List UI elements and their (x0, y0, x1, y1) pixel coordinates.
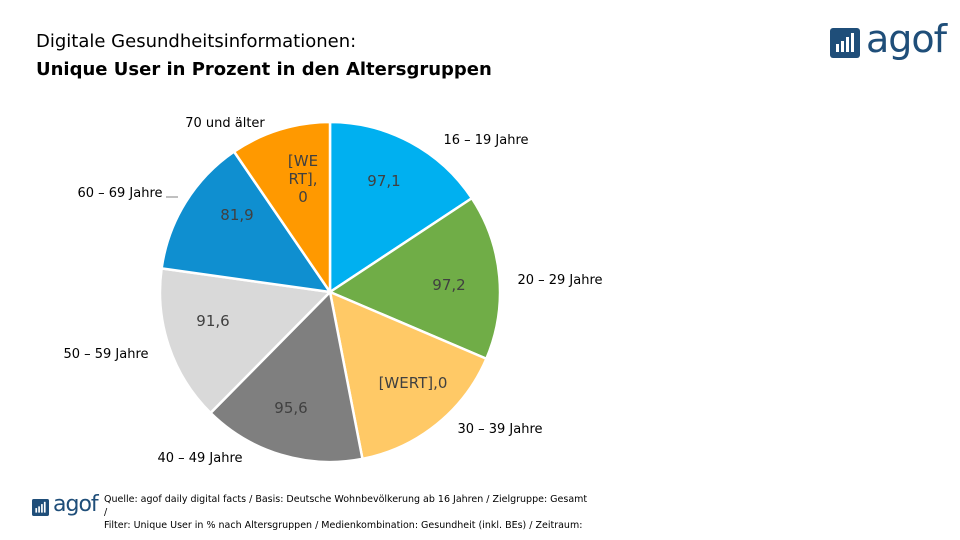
footnote-line2: / (104, 507, 108, 518)
pie-slice-60-69-jahre (160, 149, 333, 294)
data-label-40-49-jahre: 95,6 (274, 399, 307, 417)
category-label-20-29-jahre: 20 – 29 Jahre (517, 273, 602, 288)
data-label-50-59-jahre: 91,6 (196, 312, 229, 330)
agof-logo-small: agof (32, 492, 102, 520)
category-label-30-39-jahre: 30 – 39 Jahre (457, 422, 542, 437)
agof-logo: agof (830, 17, 950, 64)
chart-title-block: Digitale Gesundheitsinformationen: Uniqu… (36, 28, 492, 84)
agof-logo-small-bars-icon (32, 499, 49, 516)
source-footnote: Quelle: agof daily digital facts / Basis… (104, 493, 624, 532)
data-label-70-und-lter: [WE RT], 0 (288, 152, 318, 206)
pie-slice-50-59-jahre (158, 266, 333, 415)
chart-title-line2: Unique User in Prozent in den Altersgrup… (36, 59, 492, 80)
category-label-40-49-jahre: 40 – 49 Jahre (157, 451, 242, 466)
agof-logo-small-text: agof (53, 492, 99, 517)
data-label-30-39-jahre: [WERT],0 (379, 374, 448, 392)
data-label-20-29-jahre: 97,2 (432, 276, 465, 294)
pie-slice-16-19-jahre (328, 120, 474, 295)
data-label-16-19-jahre: 97,1 (367, 172, 400, 190)
category-label-16-19-jahre: 16 – 19 Jahre (443, 133, 528, 148)
category-label-70-und-lter: 70 und älter (185, 116, 265, 131)
pie-slice-20-29-jahre (327, 196, 502, 361)
category-label-50-59-jahre: 50 – 59 Jahre (63, 347, 148, 362)
footnote-line1: Quelle: agof daily digital facts / Basis… (104, 494, 588, 505)
category-label-60-69-jahre: 60 – 69 Jahre (77, 186, 162, 201)
chart-title-line1: Digitale Gesundheitsinformationen: (36, 31, 357, 52)
data-label-60-69-jahre: 81,9 (220, 206, 253, 224)
pie-slice-30-39-jahre (328, 289, 489, 461)
footnote-line3: Filter: Unique User in % nach Altersgrup… (104, 520, 583, 531)
pie-slice-70-und-lter (232, 120, 332, 297)
agof-logo-bars-icon (830, 28, 860, 58)
agof-logo-text: agof (866, 17, 947, 61)
pie-slice-40-49-jahre (208, 289, 364, 464)
